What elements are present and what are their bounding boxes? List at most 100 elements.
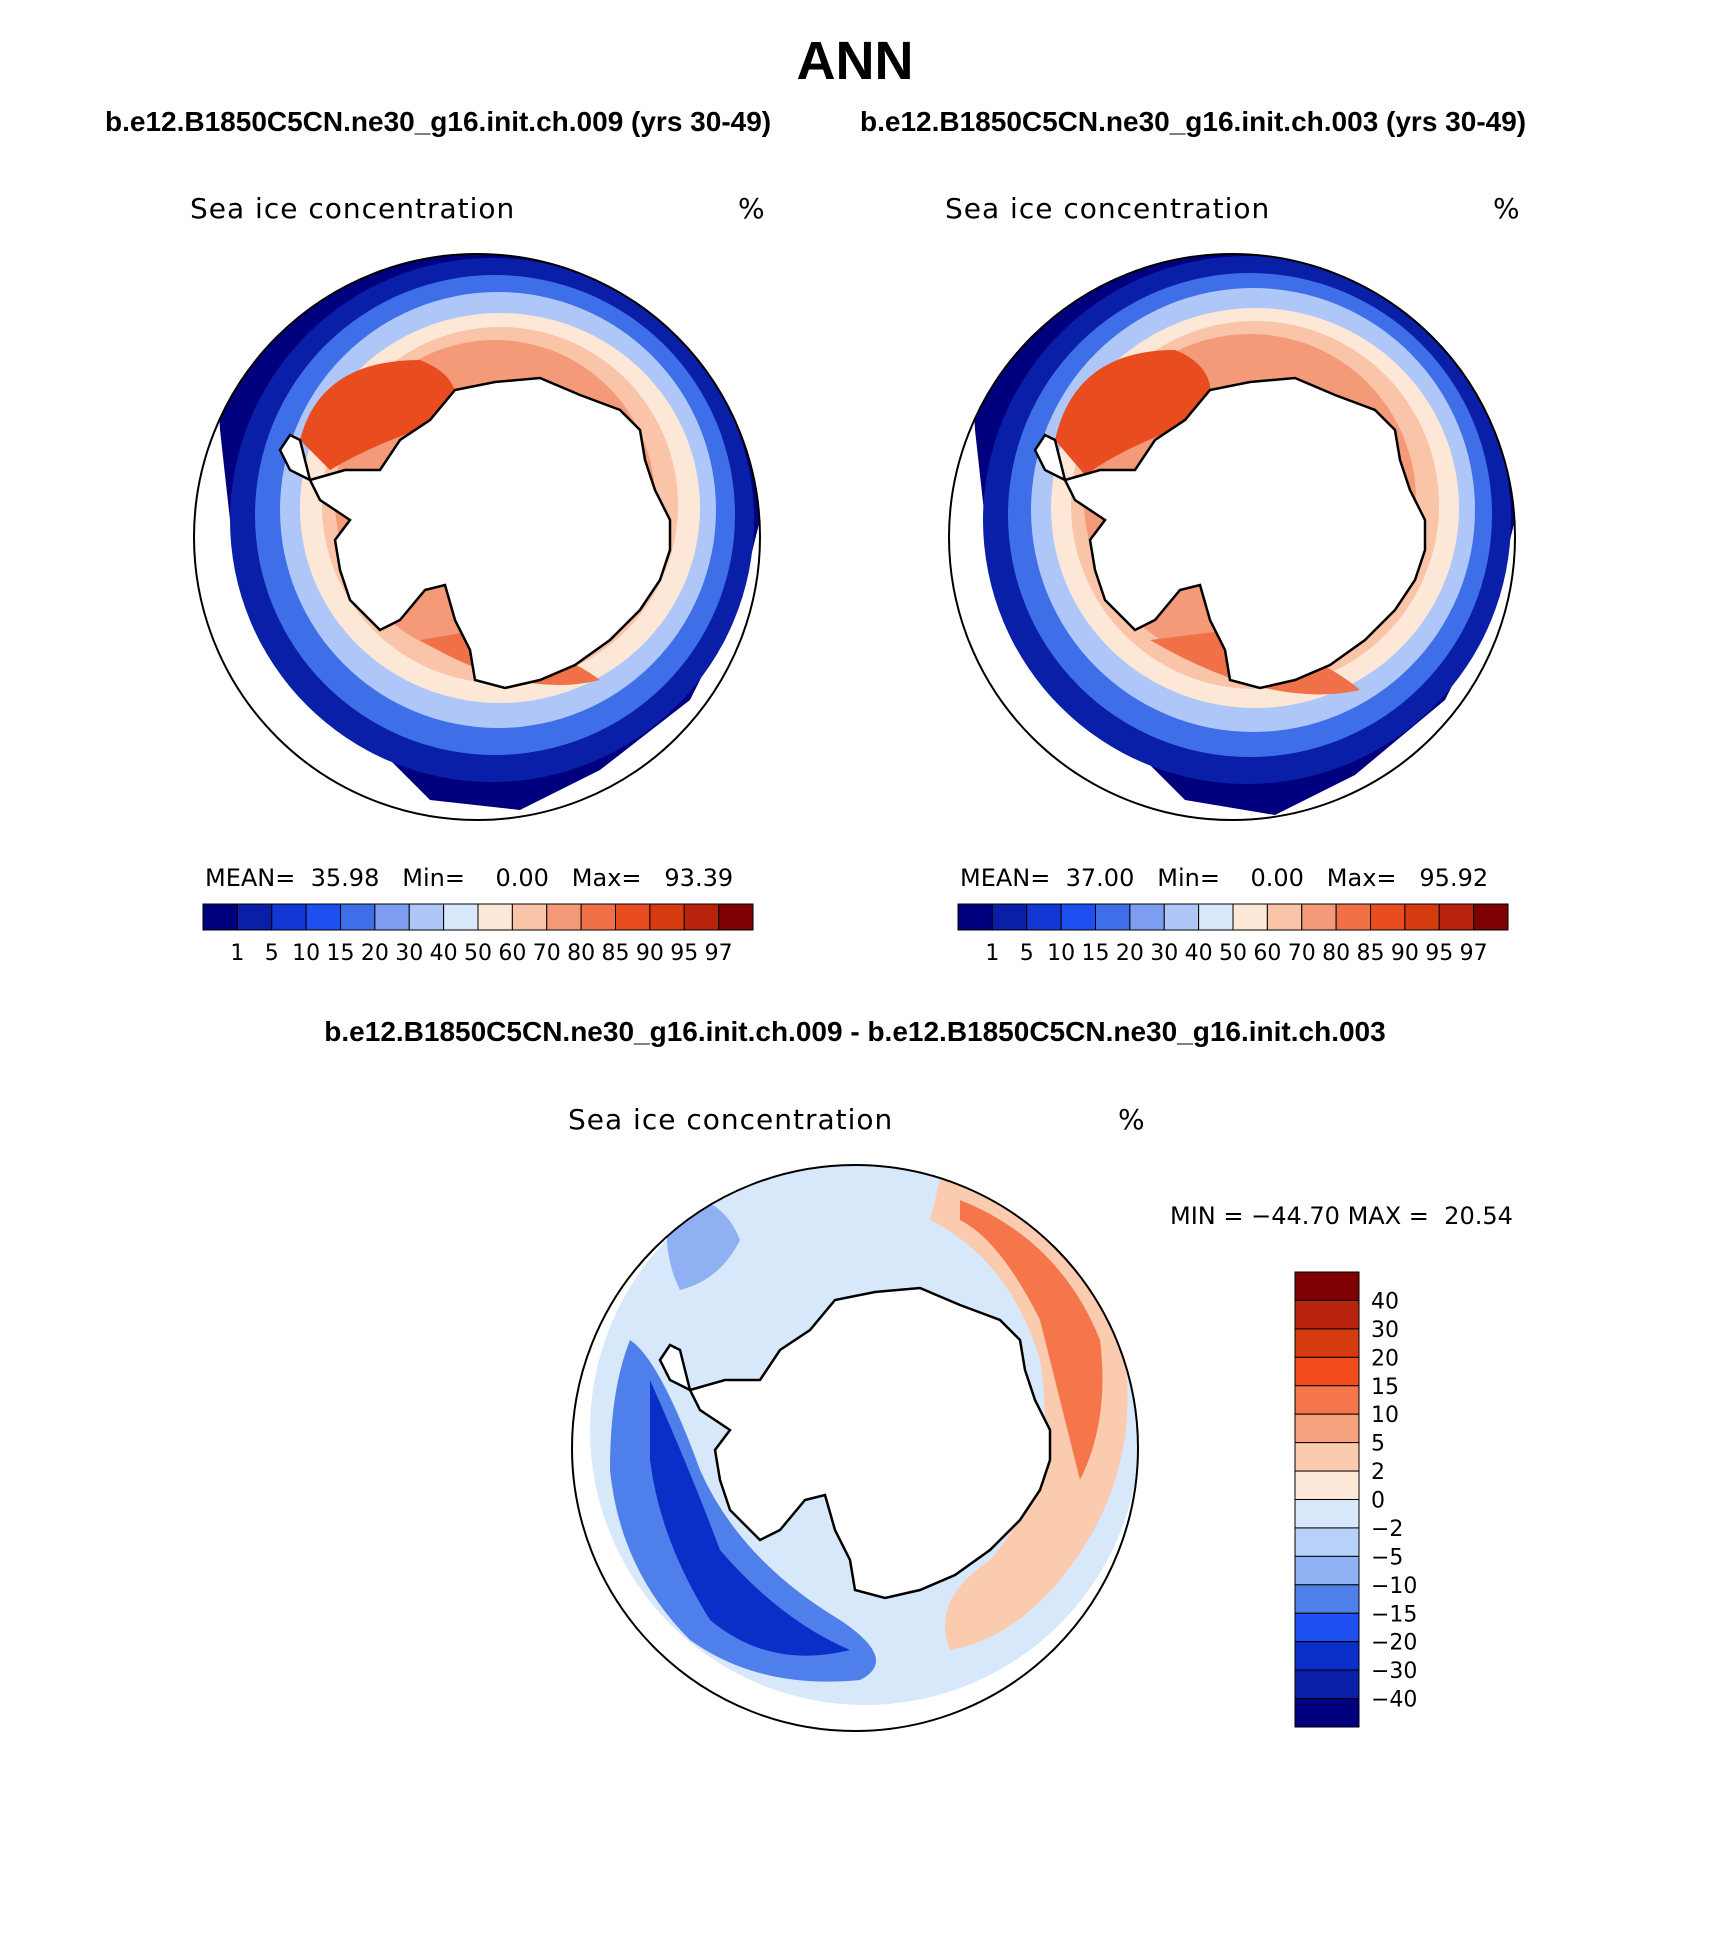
map-boundary-1 <box>193 253 761 821</box>
colorbar3-swatch <box>1294 1555 1360 1586</box>
colorbar3-tick-label: 40 <box>1371 1289 1399 1314</box>
colorbar2-swatch <box>1335 903 1371 931</box>
colorbar1-tick-label: 20 <box>361 941 389 966</box>
colorbar3-tick-label: −30 <box>1371 1659 1417 1684</box>
colorbar1-swatch <box>580 903 616 931</box>
colorbar3-swatch <box>1294 1470 1360 1500</box>
antarctica-land <box>1063 376 1427 690</box>
colorbar2-tick-label: 60 <box>1253 941 1281 966</box>
negative-anomaly-west <box>610 1340 876 1682</box>
colorbar2-tick-label: 10 <box>1047 941 1075 966</box>
colorbar1-tick-label: 40 <box>430 941 458 966</box>
colorbar1-tick-label: 97 <box>705 941 733 966</box>
antarctic-peninsula <box>658 1343 692 1393</box>
panel1-variable: Sea ice concentration <box>190 192 516 225</box>
colorbar2-swatch <box>1163 903 1200 931</box>
colorbar3-swatch <box>1294 1299 1360 1330</box>
colorbar1-swatch <box>649 903 685 931</box>
colorbar2-tick-label: 50 <box>1219 941 1247 966</box>
colorbar1-swatch <box>271 903 307 931</box>
colorbar2-swatch <box>1198 903 1234 931</box>
colorbar3-tick-label: −20 <box>1371 1631 1417 1656</box>
colorbar3-swatch <box>1294 1641 1360 1671</box>
colorbar1-swatch <box>546 903 582 931</box>
colorbar3-swatch <box>1294 1499 1360 1529</box>
colorbar1-swatch <box>340 903 376 931</box>
colorbar2-swatch <box>1404 903 1440 931</box>
colorbar3-tick-label: −15 <box>1371 1602 1417 1627</box>
subtitle-right: b.e12.B1850C5CN.ne30_g16.init.ch.003 (yr… <box>860 106 1527 137</box>
panel2-variable: Sea ice concentration <box>945 192 1271 225</box>
colorbar2-tick-label: 70 <box>1288 941 1316 966</box>
positive-anomaly-east-core <box>960 1200 1103 1480</box>
colorbar3-swatch <box>1294 1669 1360 1700</box>
colorbar3-tick-label: 0 <box>1371 1489 1385 1514</box>
colorbar1-tick-label: 80 <box>567 941 595 966</box>
colorbar2-swatch <box>1095 903 1131 931</box>
colorbar1-swatch <box>408 903 445 931</box>
colorbar2-swatch <box>1129 903 1165 931</box>
colorbar1-tick-label: 30 <box>395 941 423 966</box>
colorbar3-swatch <box>1294 1527 1360 1557</box>
colorbar3-tick-label: 15 <box>1371 1375 1399 1400</box>
colorbar1-swatch <box>443 903 479 931</box>
colorbar2-tick-label: 15 <box>1082 941 1110 966</box>
colorbar3-swatch <box>1294 1612 1360 1643</box>
colorbar2-swatch <box>1026 903 1062 931</box>
colorbar3-tick-label: −10 <box>1371 1574 1417 1599</box>
colorbar3-swatch <box>1294 1328 1360 1358</box>
colorbar2-swatch <box>1060 903 1096 931</box>
colorbar3-tick-label: −40 <box>1371 1688 1417 1713</box>
negative-anomaly-west-core <box>650 1380 850 1656</box>
colorbar3-swatch <box>1294 1413 1360 1444</box>
colorbar1-tick-label: 50 <box>464 941 492 966</box>
colorbar3-swatch <box>1294 1356 1360 1387</box>
colorbar3-tick-label: 20 <box>1371 1346 1399 1371</box>
antarctic-peninsula <box>278 433 312 483</box>
panel2-stats: MEAN= 37.00 Min= 0.00 Max= 95.92 <box>960 864 1489 892</box>
colorbar1-swatch <box>236 903 273 931</box>
colorbar2-swatch <box>1473 903 1509 931</box>
colorbar2-tick-label: 40 <box>1185 941 1213 966</box>
colorbar3-tick-label: 30 <box>1371 1318 1399 1343</box>
panel3-units: % <box>1118 1103 1146 1136</box>
colorbar2-tick-label: 1 <box>985 941 999 966</box>
colorbar3-tick-label: 10 <box>1371 1403 1399 1428</box>
colorbar2-swatch <box>1232 903 1268 931</box>
colorbar1-tick-label: 10 <box>292 941 320 966</box>
colorbar2-swatch <box>1370 903 1406 931</box>
colorbar2-tick-label: 80 <box>1322 941 1350 966</box>
antarctica-land <box>308 376 672 690</box>
colorbar3-tick-label: −2 <box>1371 1517 1403 1542</box>
colorbar2-swatch <box>957 903 993 931</box>
colorbar2-swatch <box>1301 903 1337 931</box>
colorbar3-swatch <box>1294 1385 1360 1415</box>
colorbar1-tick-label: 5 <box>265 941 279 966</box>
map-boundary-2 <box>948 253 1516 821</box>
colorbar2-swatch <box>1266 903 1303 931</box>
colorbar1-tick-label: 1 <box>230 941 244 966</box>
colorbar1-swatch <box>718 903 754 931</box>
colorbar1-swatch <box>683 903 720 931</box>
colorbar3-swatch <box>1294 1442 1360 1472</box>
figure-title: ANN <box>796 31 914 91</box>
colorbar1-swatch <box>477 903 513 931</box>
antarctica-land <box>688 1286 1052 1600</box>
colorbar2-tick-label: 20 <box>1116 941 1144 966</box>
colorbar1-tick-label: 85 <box>602 941 630 966</box>
subtitle-left: b.e12.B1850C5CN.ne30_g16.init.ch.009 (yr… <box>105 106 772 137</box>
colorbar1-swatch <box>202 903 238 931</box>
colorbar1-tick-label: 15 <box>327 941 355 966</box>
weddell-high-ice <box>300 360 456 470</box>
colorbar2-tick-label: 30 <box>1150 941 1178 966</box>
colorbar1-swatch <box>615 903 651 931</box>
colorbar1-tick-label: 95 <box>670 941 698 966</box>
panel3-variable: Sea ice concentration <box>568 1103 894 1136</box>
panel1-units: % <box>738 192 766 225</box>
weddell-high-ice <box>1055 350 1211 475</box>
colorbar3-swatch <box>1294 1698 1360 1728</box>
